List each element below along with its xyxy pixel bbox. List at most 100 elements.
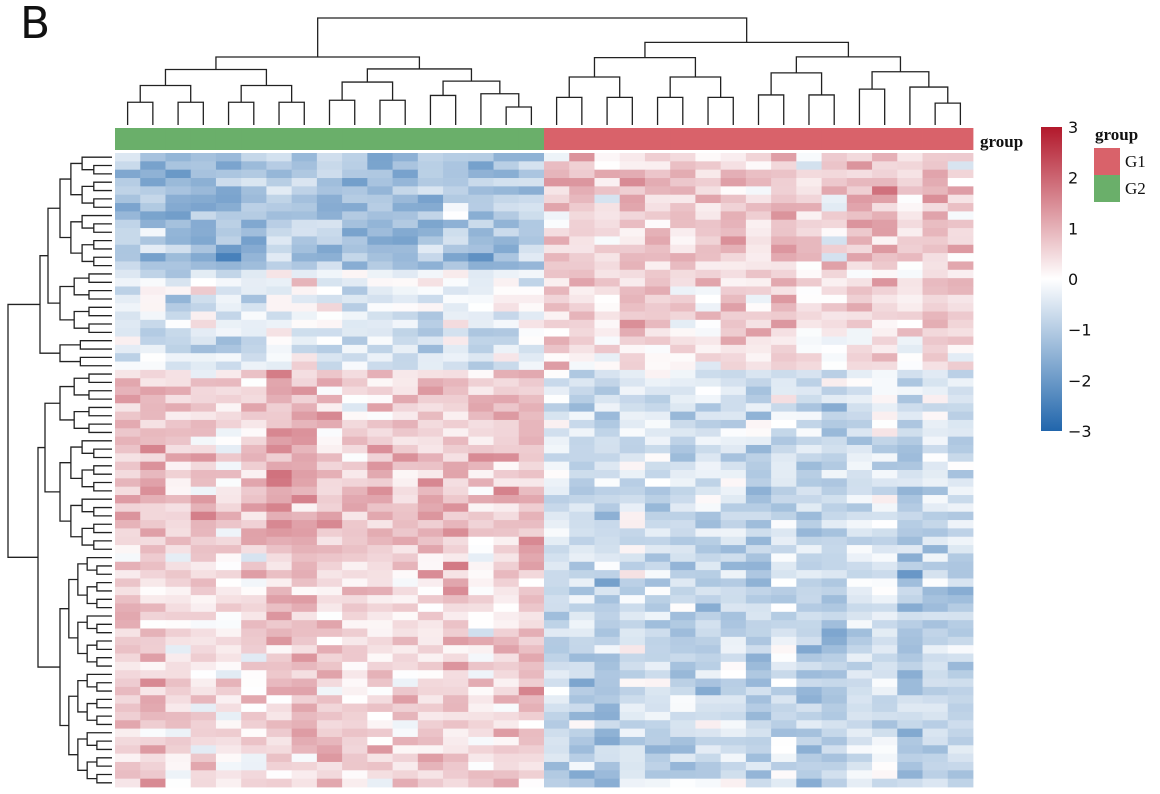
heatmap-cell [417,211,444,221]
heatmap-cell [897,678,923,688]
heatmap-cell [316,670,343,679]
heatmap-cell [720,503,747,513]
heatmap-cell [417,219,444,229]
heatmap-cell [670,711,696,721]
heatmap-cell [140,645,166,654]
heatmap-cell [316,336,343,346]
heatmap-cell [846,603,873,613]
heatmap-cell [266,194,293,204]
heatmap-cell [190,253,217,262]
heatmap-cell [771,353,797,362]
heatmap-cell [316,561,343,571]
heatmap-cell [392,419,419,429]
heatmap-cell [745,228,772,237]
heatmap-cell [291,253,318,262]
heatmap-cell [518,711,545,721]
heatmap-cell [443,253,469,262]
heatmap-cell [670,595,696,604]
heatmap-cell [846,411,873,421]
heatmap-cell [947,436,974,446]
heatmap-cell [316,695,343,704]
heatmap-cell [392,570,419,579]
heatmap-cell [872,419,898,429]
heatmap-cell [392,461,419,471]
heatmap-cell [342,528,368,538]
heatmap-cell [872,294,898,304]
heatmap-cell [644,595,671,604]
heatmap-cell [947,678,974,688]
heatmap-cell [619,520,646,529]
heatmap-cell [619,169,646,179]
heatmap-cell [140,695,166,704]
heatmap-cell [518,561,545,571]
heatmap-cell [316,294,343,304]
heatmap-cell [569,595,595,604]
heatmap-cell [215,486,242,496]
heatmap-cell [897,153,923,162]
heatmap-cell [594,636,621,646]
heatmap-cell [215,386,242,396]
row-dendrogram-branch [96,773,112,784]
heatmap-cell [569,586,595,596]
heatmap-cell [619,311,646,321]
heatmap-cell [872,778,898,788]
heatmap-cell [569,736,595,746]
heatmap-cell [190,369,217,379]
heatmap-cell [468,620,494,629]
heatmap-cell [316,603,343,613]
heatmap-cell [695,461,722,471]
heatmap-cell [846,586,873,596]
heatmap-cell [443,478,469,488]
heatmap-cell [241,478,267,488]
row-dendrogram-branch [37,446,60,668]
heatmap-cell [771,661,797,671]
heatmap-cell [443,261,469,271]
heatmap-cell [241,753,267,763]
heatmap-cell [619,478,646,488]
heatmap-cell [190,386,217,396]
heatmap-cell [266,269,293,279]
heatmap-cell [644,678,671,688]
heatmap-cell [796,403,822,412]
heatmap-cell [544,603,570,613]
heatmap-cell [619,645,646,654]
heatmap-cell [720,344,747,354]
heatmap-cell [796,645,822,654]
heatmap-cell [872,728,898,738]
heatmap-cell [115,545,141,554]
heatmap-cell [821,520,848,529]
heatmap-cell [644,194,671,204]
heatmap-cell [922,344,949,354]
heatmap-cell [771,328,797,337]
heatmap-cell [291,511,318,521]
heatmap-cell [644,361,671,371]
heatmap-cell [821,419,848,429]
heatmap-cell [670,411,696,421]
heatmap-cell [266,720,293,729]
heatmap-cell [846,628,873,638]
heatmap-cell [115,461,141,471]
heatmap-cell [619,194,646,204]
heatmap-cell [493,511,520,521]
heatmap-cell [771,520,797,529]
heatmap-cell [695,361,722,371]
row-dendrogram-branch [81,156,112,171]
heatmap-cell [342,369,368,379]
heatmap-cell [367,570,393,579]
heatmap-cell [266,611,293,621]
heatmap-cell [695,686,722,696]
heatmap-cell [342,536,368,546]
heatmap-cell [821,244,848,254]
heatmap-cell [922,545,949,554]
heatmap-cell [140,628,166,638]
heatmap-cell [745,253,772,262]
row-dendrogram-branch [81,244,94,263]
heatmap-cell [140,444,166,454]
heatmap-cell [796,344,822,354]
heatmap-cell [316,511,343,521]
heatmap-cell [140,570,166,579]
heatmap-cell [796,545,822,554]
heatmap-cell [392,236,419,246]
heatmap-cell [367,578,393,588]
heatmap-cell [266,203,293,212]
